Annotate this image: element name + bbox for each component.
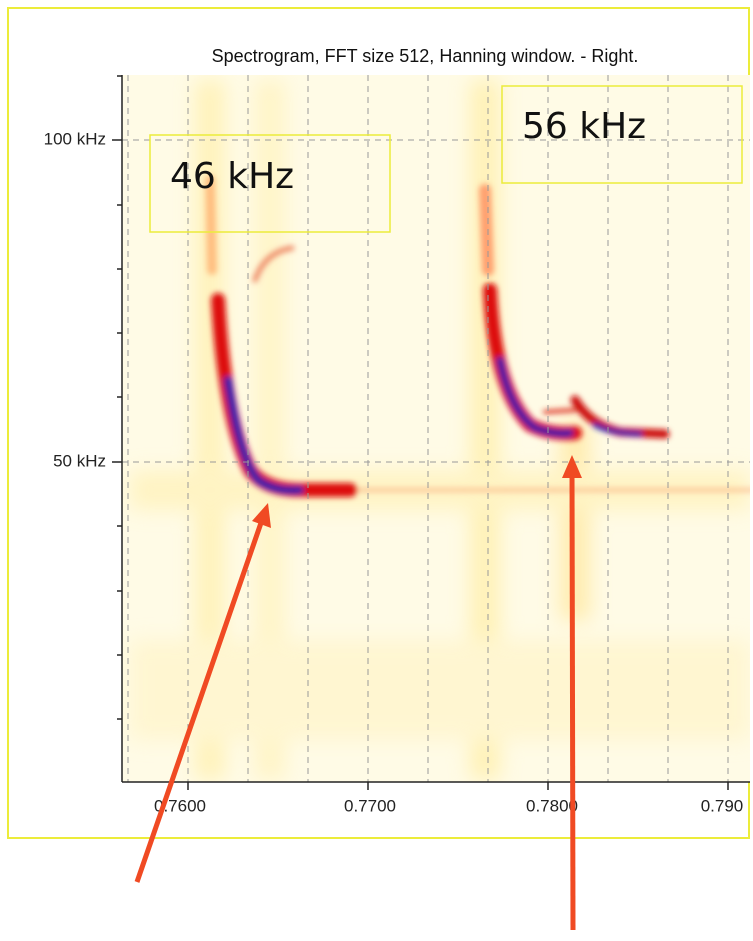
annotation: 56 kHz [522, 106, 646, 147]
y-tick-label: 50 kHz [53, 451, 106, 470]
grid [122, 75, 750, 782]
annotation: 46 kHz [170, 156, 294, 197]
arrows [134, 455, 582, 931]
x-tick-label: 0.7800 [526, 796, 578, 815]
chart-title: Spectrogram, FFT size 512, Hanning windo… [212, 46, 639, 66]
axes [112, 75, 750, 790]
x-tick-label: 0.790 [701, 796, 744, 815]
annotation-box [501, 85, 743, 184]
x-tick-label: 0.7700 [344, 796, 396, 815]
spectrogram [122, 75, 750, 782]
y-tick-label: 100 kHz [44, 129, 106, 148]
annotation-box [149, 134, 391, 233]
